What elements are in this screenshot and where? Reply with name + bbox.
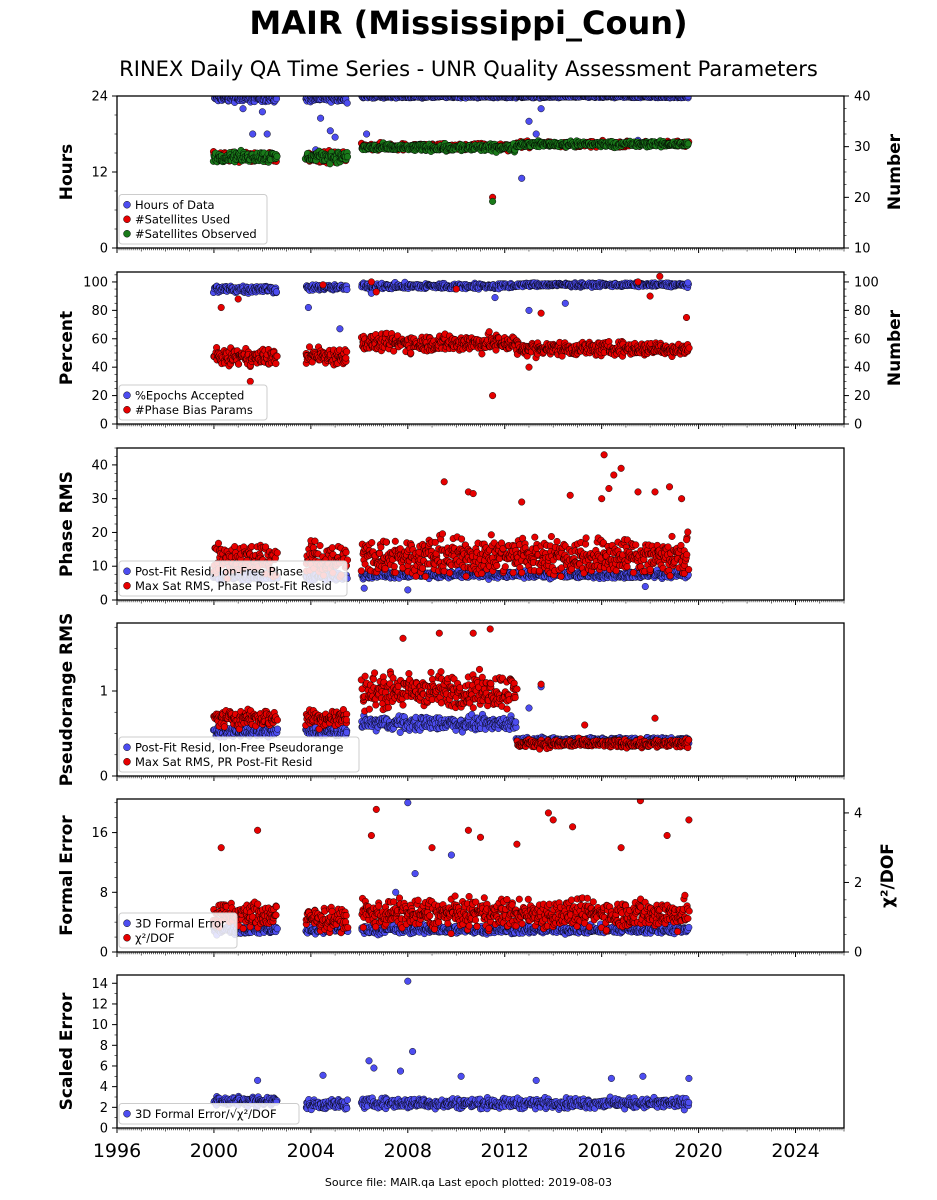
y-tick-label: 0	[100, 418, 108, 433]
series-blue	[209, 278, 692, 333]
outlier-point	[367, 278, 375, 286]
data-point	[273, 152, 281, 160]
data-point	[407, 349, 415, 357]
legend-marker	[123, 215, 131, 223]
series-green	[209, 137, 692, 205]
outlier-point	[634, 278, 642, 286]
data-point	[235, 360, 243, 368]
outlier-point	[363, 130, 371, 138]
y-tick-label: 40	[91, 361, 108, 376]
right-y-axis-label: Number	[885, 309, 905, 386]
y-tick-label: 80	[91, 304, 108, 319]
outlier-point	[646, 292, 654, 300]
outlier-point	[404, 586, 412, 594]
right-y-tick-label: 100	[854, 275, 879, 290]
outlier-point	[489, 392, 497, 400]
outlier-point	[525, 306, 533, 314]
right-y-tick-label: 20	[854, 191, 871, 206]
outlier-point	[234, 295, 242, 303]
legend-entry: Hours of Data	[135, 198, 215, 212]
data-point	[272, 288, 280, 296]
outlier-point	[537, 105, 545, 113]
outlier-point	[217, 303, 225, 312]
outlier-point	[537, 309, 545, 317]
right-y-tick-label: 60	[854, 332, 871, 347]
right-y-tick-label: 10	[854, 242, 871, 257]
outlier-point	[656, 272, 664, 280]
legend-entry: #Satellites Used	[135, 212, 230, 226]
data-point	[685, 344, 693, 352]
outlier-point	[518, 174, 526, 182]
outlier-point	[249, 130, 257, 138]
legend: %Epochs Accepted#Phase Bias Params	[118, 384, 268, 421]
data-point	[273, 352, 281, 360]
outlier-point	[304, 303, 312, 312]
y-tick-label: 100	[83, 275, 108, 290]
y-tick-label: 12	[91, 166, 108, 181]
outlier-point	[491, 294, 499, 302]
outlier-point	[641, 582, 649, 591]
right-y-tick-label: 30	[854, 140, 871, 155]
panel-1-points	[209, 96, 693, 205]
main-title: MAIR (Mississippi_Coun)	[249, 4, 688, 42]
data-point	[272, 360, 280, 368]
right-y-tick-label: 40	[854, 90, 871, 105]
y-tick-label: 20	[91, 389, 108, 404]
outlier-point	[452, 285, 460, 293]
outlier-point	[561, 299, 569, 307]
outlier-point	[525, 117, 533, 125]
y-axis-label: Hours	[57, 144, 77, 201]
legend-entry: #Phase Bias Params	[135, 403, 253, 417]
outlier-point	[239, 105, 247, 113]
data-point	[684, 279, 692, 287]
panel-2: 0 20 40 60 80 100 0 20 40 60 80 100 Percent Number %Ep…	[57, 271, 905, 433]
legend: Hours of Data#Satellites Used#Satellites…	[118, 194, 268, 245]
outlier-point	[360, 584, 368, 592]
data-point	[485, 328, 493, 336]
outlier-point	[525, 363, 533, 371]
legend-entry: #Satellites Observed	[135, 227, 257, 241]
data-point	[272, 96, 281, 103]
outlier-point	[336, 325, 344, 333]
data-point	[343, 99, 351, 107]
right-y-tick-label: 80	[854, 304, 871, 319]
legend-marker	[123, 391, 131, 399]
legend-marker	[123, 201, 131, 209]
panel-2-points	[209, 272, 693, 400]
outlier-point	[258, 108, 266, 116]
data-point	[214, 539, 223, 547]
y-tick-label: 60	[91, 332, 108, 347]
outlier-point	[682, 313, 691, 322]
right-y-axis-label: Number	[885, 133, 905, 210]
sub-title: RINEX Daily QA Time Series - UNR Quality…	[119, 57, 818, 81]
right-y-tick-label: 0	[854, 418, 862, 433]
legend-entry: %Epochs Accepted	[135, 388, 244, 402]
y-tick-label: 24	[91, 90, 108, 105]
y-tick-label: 0	[100, 242, 108, 257]
data-point	[478, 350, 486, 358]
data-point	[342, 354, 350, 362]
legend-marker	[123, 406, 131, 414]
series-blue	[211, 96, 692, 182]
outlier-point	[246, 377, 254, 385]
outlier-point	[326, 127, 334, 135]
y-axis-label: Percent	[57, 311, 77, 385]
data-point	[343, 348, 351, 356]
outlier-point	[489, 197, 497, 205]
outlier-point	[319, 281, 327, 289]
outlier-point	[331, 133, 339, 141]
data-point	[343, 153, 352, 161]
outlier-point	[372, 288, 380, 296]
right-y-tick-label: 40	[854, 361, 871, 376]
data-point	[343, 286, 351, 294]
outlier-point	[263, 130, 271, 138]
outlier-point	[317, 114, 325, 122]
data-point	[684, 140, 692, 148]
outlier-point	[532, 130, 540, 138]
right-y-tick-label: 20	[854, 389, 871, 404]
legend-marker	[123, 230, 131, 238]
